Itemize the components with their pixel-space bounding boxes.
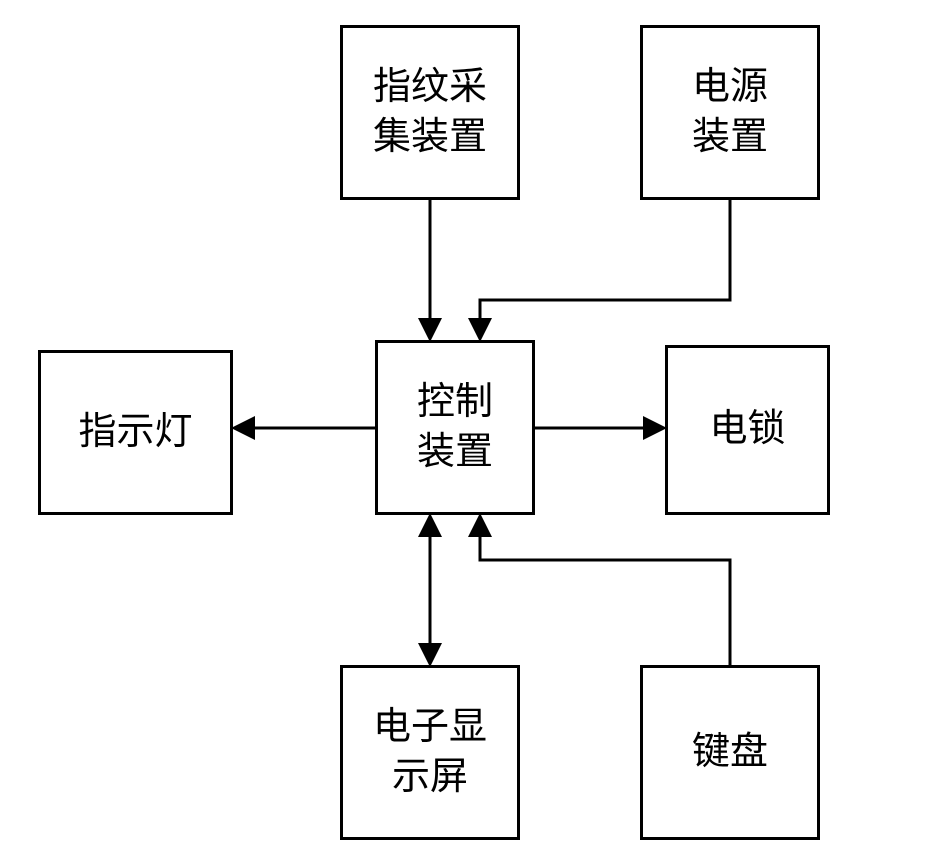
edge-keyboard-controller	[480, 519, 730, 665]
node-lock: 电锁	[665, 345, 830, 515]
node-indicator-label: 指示灯	[78, 408, 192, 457]
node-fingerprint-label: 指纹采集装置	[373, 63, 487, 162]
node-power: 电源装置	[640, 25, 820, 200]
node-controller-label: 控制装置	[417, 378, 493, 477]
node-lock-label: 电锁	[709, 405, 785, 454]
node-power-label: 电源装置	[692, 63, 768, 162]
edge-power-controller	[480, 200, 730, 336]
node-controller: 控制装置	[375, 340, 535, 515]
node-keyboard: 键盘	[640, 665, 820, 840]
node-fingerprint: 指纹采集装置	[340, 25, 520, 200]
node-keyboard-label: 键盘	[692, 728, 768, 777]
node-display-label: 电子显示屏	[373, 703, 487, 802]
node-indicator: 指示灯	[38, 350, 233, 515]
node-display: 电子显示屏	[340, 665, 520, 840]
